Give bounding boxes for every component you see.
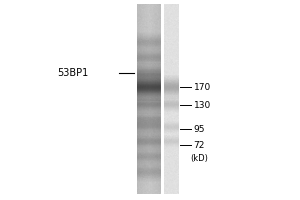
Text: (kD): (kD) bbox=[190, 154, 208, 164]
Text: 170: 170 bbox=[194, 83, 211, 92]
Text: 130: 130 bbox=[194, 100, 211, 110]
Text: 95: 95 bbox=[194, 124, 205, 134]
Text: 53BP1: 53BP1 bbox=[57, 68, 88, 78]
Text: 72: 72 bbox=[194, 140, 205, 149]
